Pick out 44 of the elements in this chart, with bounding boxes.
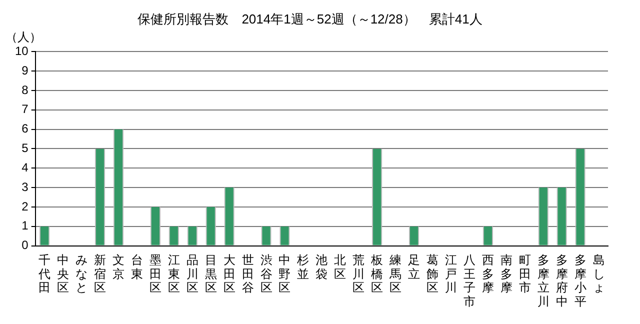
x-tick-label: 池袋 <box>316 253 328 281</box>
y-tick-label: 1 <box>22 218 29 233</box>
x-tick-label: 南多摩 <box>500 253 512 295</box>
x-tick-label: 多摩立川 <box>537 253 550 308</box>
x-tick-label: 品川区 <box>186 253 198 295</box>
x-tick-label: 多摩小平 <box>574 253 586 308</box>
y-tick-label: 0 <box>22 238 29 252</box>
y-tick-label: 10 <box>14 44 29 58</box>
y-tick-label: 7 <box>22 102 29 116</box>
x-tick-label: 杉並 <box>296 253 310 281</box>
x-tick-label: 中野区 <box>278 253 291 295</box>
x-tick-label: 江戸川 <box>444 253 457 295</box>
x-tick-label: 多摩府中 <box>556 253 568 308</box>
x-tick-label: 町田市 <box>518 253 531 295</box>
y-tick-label: 5 <box>22 141 29 156</box>
x-tick-label: 島しょ <box>592 253 605 295</box>
x-tick-label: 世田谷 <box>242 253 254 295</box>
y-tick-label: 3 <box>22 180 29 194</box>
x-tick-label: 目黒区 <box>204 253 217 295</box>
x-tick-label: 千代田 <box>38 253 51 295</box>
x-tick-label: 板橋区 <box>370 253 384 295</box>
x-tick-label: 渋谷区 <box>260 253 272 295</box>
y-tick-label: 2 <box>22 199 29 214</box>
x-tick-label: 中央区 <box>57 253 70 295</box>
x-tick-label: みなと <box>76 253 88 295</box>
x-tick-label: 大田区 <box>223 253 236 295</box>
y-tick-label: 8 <box>22 82 29 97</box>
x-tick-label: 北区 <box>334 253 346 281</box>
x-tick-label: 台東 <box>130 253 143 281</box>
x-tick-label: 西多摩 <box>482 253 494 295</box>
x-tick-label: 八王子市 <box>463 253 476 308</box>
x-tick-label: 葛飾区 <box>426 253 439 295</box>
y-axis-title: （人） <box>5 30 42 44</box>
x-tick-label: 荒川区 <box>352 253 365 295</box>
x-tick-label: 新宿区 <box>94 253 106 295</box>
x-tick-label: 江東区 <box>168 253 180 295</box>
y-tick-label: 9 <box>22 63 29 78</box>
x-tick-label: 足立 <box>408 253 420 281</box>
x-tick-label: 練馬区 <box>388 253 402 295</box>
y-tick-label: 6 <box>22 122 29 136</box>
x-tick-label: 文京 <box>112 253 124 281</box>
chart-title: 保健所別報告数 2014年1週～52週（～12/28） 累計41人 <box>138 11 482 26</box>
x-tick-label: 墨田区 <box>149 253 162 295</box>
y-tick-label: 4 <box>22 160 29 174</box>
